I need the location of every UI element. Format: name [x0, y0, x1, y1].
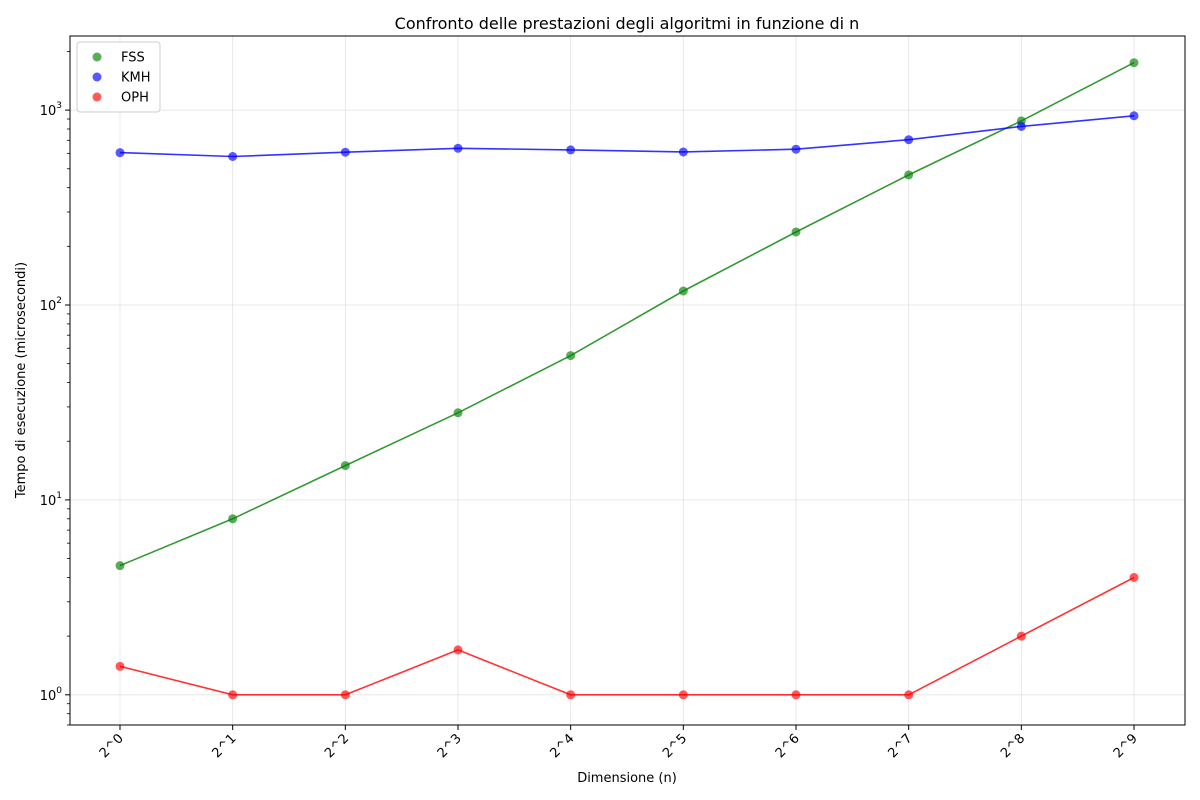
data-point-fss	[453, 408, 463, 418]
y-tick-base: 10	[40, 494, 57, 509]
y-tick-exponent: 1	[56, 491, 62, 501]
data-point-kmh	[791, 144, 801, 154]
legend: FSS KMH OPH	[76, 41, 161, 113]
y-tick-label: 103	[40, 101, 62, 119]
data-point-fss	[566, 351, 576, 361]
data-point-kmh	[678, 147, 688, 157]
data-point-kmh	[115, 148, 125, 158]
y-tick-exponent: 2	[56, 296, 62, 306]
y-tick-base: 10	[40, 299, 57, 314]
data-point-fss	[1129, 58, 1139, 68]
x-tick-label: 2^2	[322, 731, 352, 761]
x-tick-label: 2^9	[1111, 731, 1141, 761]
data-point-oph	[791, 690, 801, 700]
x-tick-label: 2^5	[660, 731, 690, 761]
legend-label-fss: FSS	[121, 51, 145, 66]
data-point-fss	[115, 561, 125, 571]
x-tick-label: 2^8	[998, 731, 1028, 761]
legend-marker-oph	[92, 92, 102, 102]
y-tick-label: 100	[40, 686, 63, 704]
y-tick-label: 101	[40, 491, 62, 509]
data-point-oph	[228, 690, 238, 700]
series-line-kmh	[119, 115, 1135, 158]
x-tick-label: 2^4	[547, 731, 577, 761]
x-tick-label: 2^0	[97, 731, 127, 761]
data-point-kmh	[904, 135, 914, 145]
x-tick-label: 2^7	[885, 731, 915, 761]
legend-marker-kmh	[92, 72, 102, 82]
data-point-kmh	[453, 143, 463, 153]
series-line-fss	[119, 61, 1135, 567]
data-point-oph	[1016, 631, 1026, 641]
data-point-oph	[453, 645, 463, 655]
y-tick-exponent: 3	[56, 101, 62, 111]
data-point-kmh	[228, 152, 238, 162]
x-tick-label: 2^3	[435, 731, 465, 761]
data-point-kmh	[1129, 111, 1139, 121]
y-tick-label: 102	[40, 296, 62, 314]
legend-marker-fss	[92, 52, 102, 62]
series-line-oph	[119, 576, 1135, 696]
legend-label-kmh: KMH	[121, 71, 151, 86]
data-point-oph	[115, 661, 125, 671]
x-tick-label: 2^1	[209, 731, 239, 761]
series-layer	[115, 58, 1139, 700]
data-point-kmh	[566, 145, 576, 155]
grid	[70, 36, 1185, 725]
legend-label-oph: OPH	[121, 91, 149, 106]
x-axis: 2^0 2^1 2^2 2^3 2^4 2^5 2^6 2^7 2^8 2^9	[97, 725, 1141, 761]
y-tick-exponent: 0	[56, 686, 62, 696]
y-tick-base: 10	[40, 104, 57, 119]
data-point-oph	[566, 690, 576, 700]
x-axis-label: Dimensione (n)	[577, 771, 677, 786]
y-tick-base: 10	[40, 689, 57, 704]
data-point-fss	[791, 227, 801, 237]
data-point-kmh	[340, 147, 350, 157]
plot-frame	[69, 35, 1186, 726]
data-point-fss	[904, 170, 914, 180]
data-point-fss	[228, 514, 238, 524]
data-point-oph	[1129, 572, 1139, 582]
data-point-oph	[904, 690, 914, 700]
data-point-fss	[340, 461, 350, 471]
data-point-kmh	[1016, 121, 1026, 131]
data-point-fss	[678, 286, 688, 296]
y-axis-label: Tempo di esecuzione (microsecondi)	[14, 262, 29, 499]
data-point-oph	[678, 690, 688, 700]
data-point-oph	[340, 690, 350, 700]
x-tick-label: 2^6	[773, 731, 803, 761]
chart-title: Confronto delle prestazioni degli algori…	[395, 14, 860, 33]
